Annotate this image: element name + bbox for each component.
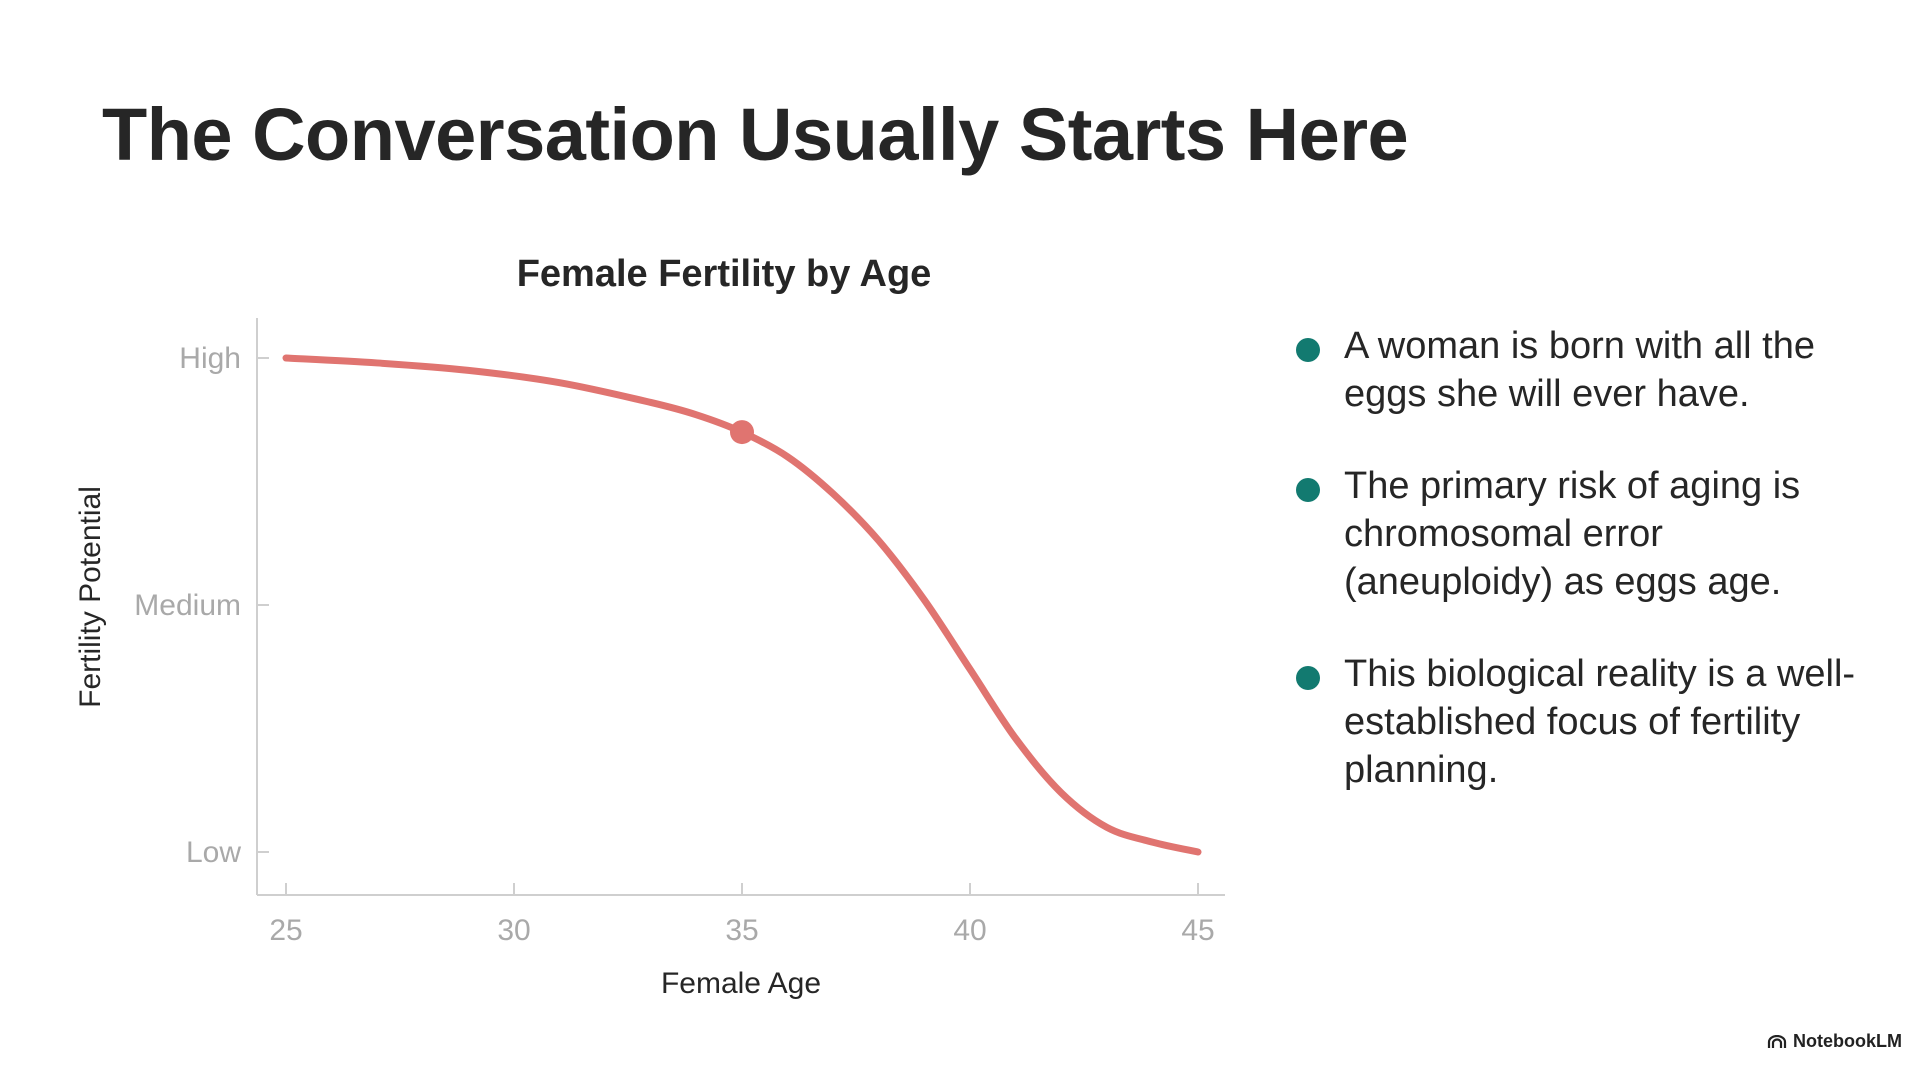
bullet-text: A woman is born with all the eggs she wi… [1344, 325, 1816, 415]
y-tick-label: Medium [134, 589, 241, 622]
notebooklm-logo-icon [1767, 1034, 1787, 1048]
slide-title: The Conversation Usually Starts Here [102, 93, 1409, 176]
bullet-dot-icon [1296, 478, 1320, 502]
bullet-item: The primary risk of aging is chromosomal… [1296, 462, 1876, 606]
bullet-item: A woman is born with all the eggs she wi… [1296, 322, 1876, 418]
bullet-dot-icon [1296, 666, 1320, 690]
x-tick-label: 25 [269, 914, 302, 947]
brand-watermark: NotebookLM [1767, 1031, 1902, 1052]
chart-title: Female Fertility by Age [517, 253, 932, 295]
x-tick-label: 40 [953, 914, 986, 947]
x-tick-label: 30 [497, 914, 530, 947]
brand-name: NotebookLM [1793, 1031, 1902, 1051]
bullet-list: A woman is born with all the eggs she wi… [1296, 322, 1876, 838]
x-tick-label: 45 [1181, 914, 1214, 947]
y-tick-label: High [179, 342, 241, 375]
fertility-curve-line [282, 354, 1202, 856]
bullet-text: This biological reality is a well-establ… [1344, 653, 1856, 791]
bullet-text: The primary risk of aging is chromosomal… [1344, 465, 1801, 603]
highlight-point [730, 420, 754, 445]
y-tick-label: Low [186, 836, 241, 869]
bullet-dot-icon [1296, 338, 1320, 362]
y-axis-label: Fertility Potential [74, 486, 107, 708]
x-axis-label: Female Age [661, 967, 821, 1000]
bullet-item: This biological reality is a well-establ… [1296, 650, 1876, 794]
x-tick-label: 35 [725, 914, 758, 947]
